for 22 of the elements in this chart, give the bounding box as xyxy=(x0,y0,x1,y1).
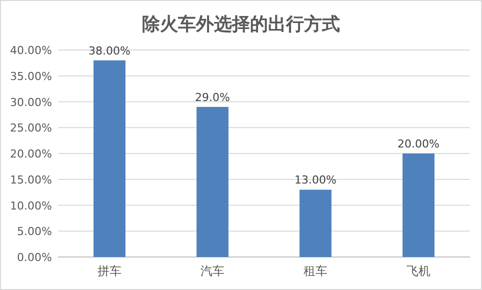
bar xyxy=(94,60,126,257)
x-tick-label: 租车 xyxy=(304,264,328,278)
y-tick-label: 10.00% xyxy=(10,199,52,212)
bar xyxy=(300,190,332,257)
y-tick-label: 0.00% xyxy=(17,251,52,264)
x-tick-label: 汽车 xyxy=(200,264,224,278)
data-label: 29.0% xyxy=(195,90,230,104)
y-tick-label: 5.00% xyxy=(17,225,52,238)
data-label: 38.00% xyxy=(88,44,130,58)
y-tick-label: 40.00% xyxy=(10,44,52,57)
bar xyxy=(196,106,228,257)
y-tick-label: 35.00% xyxy=(10,70,52,83)
data-label: 13.00% xyxy=(294,174,336,187)
y-tick-label: 20.00% xyxy=(10,148,52,160)
data-label: 20.00% xyxy=(398,138,440,150)
bar xyxy=(402,154,434,257)
y-tick-label: 30.00% xyxy=(10,96,52,109)
y-tick-label: 15.00% xyxy=(10,173,52,186)
chart-title: 除火车外选择的出行方式 xyxy=(142,14,340,35)
y-tick-label: 25.00% xyxy=(10,122,52,135)
x-tick-label: 飞机 xyxy=(406,264,430,278)
x-tick-label: 拼车 xyxy=(98,264,122,278)
